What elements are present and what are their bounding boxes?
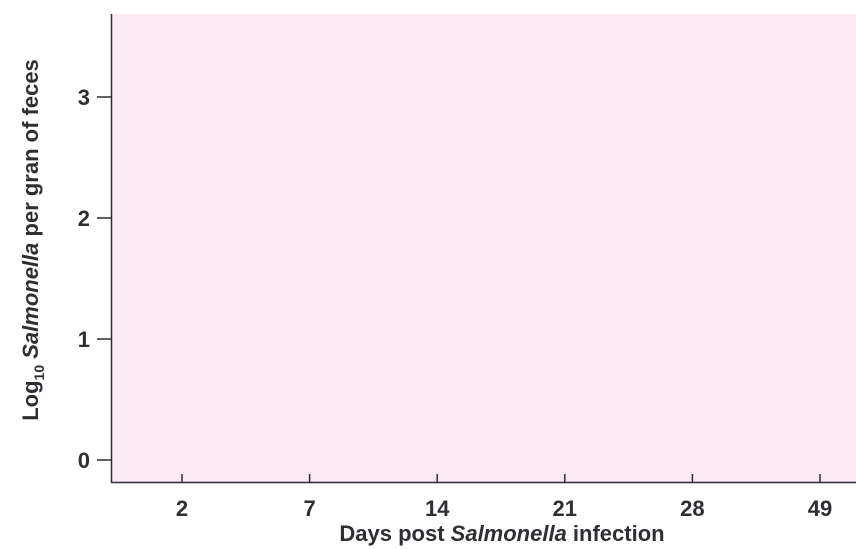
x-axis-title-after: infection <box>567 521 665 546</box>
x-tick-label: 28 <box>680 496 704 521</box>
y-tick-label: 3 <box>78 85 90 110</box>
y-axis-title-before: Log <box>18 380 43 420</box>
y-axis-title-after: per gran of feces <box>18 59 43 242</box>
x-axis-title: Days post Salmonella infection <box>339 521 664 546</box>
x-ticks: 2 7 14 21 28 49 <box>176 474 832 521</box>
y-tick-label: 2 <box>78 206 90 231</box>
y-axis-title-italic: Salmonella <box>18 243 43 365</box>
y-axis-title: Log10 Salmonella per gran of feces <box>18 59 47 421</box>
y-axis-title-subscript: 10 <box>31 365 47 381</box>
x-tick-label: 21 <box>553 496 577 521</box>
x-tick-label: 49 <box>808 496 832 521</box>
y-tick-label: 0 <box>78 448 90 473</box>
x-axis-title-before: Days post <box>339 521 450 546</box>
x-axis-title-italic: Salmonella <box>451 521 567 546</box>
y-ticks: 0 1 2 3 <box>78 85 112 473</box>
y-tick-label: 1 <box>78 327 90 352</box>
plot-area <box>112 14 856 482</box>
x-tick-label: 7 <box>303 496 315 521</box>
x-tick-label: 2 <box>176 496 188 521</box>
x-tick-label: 14 <box>425 496 450 521</box>
